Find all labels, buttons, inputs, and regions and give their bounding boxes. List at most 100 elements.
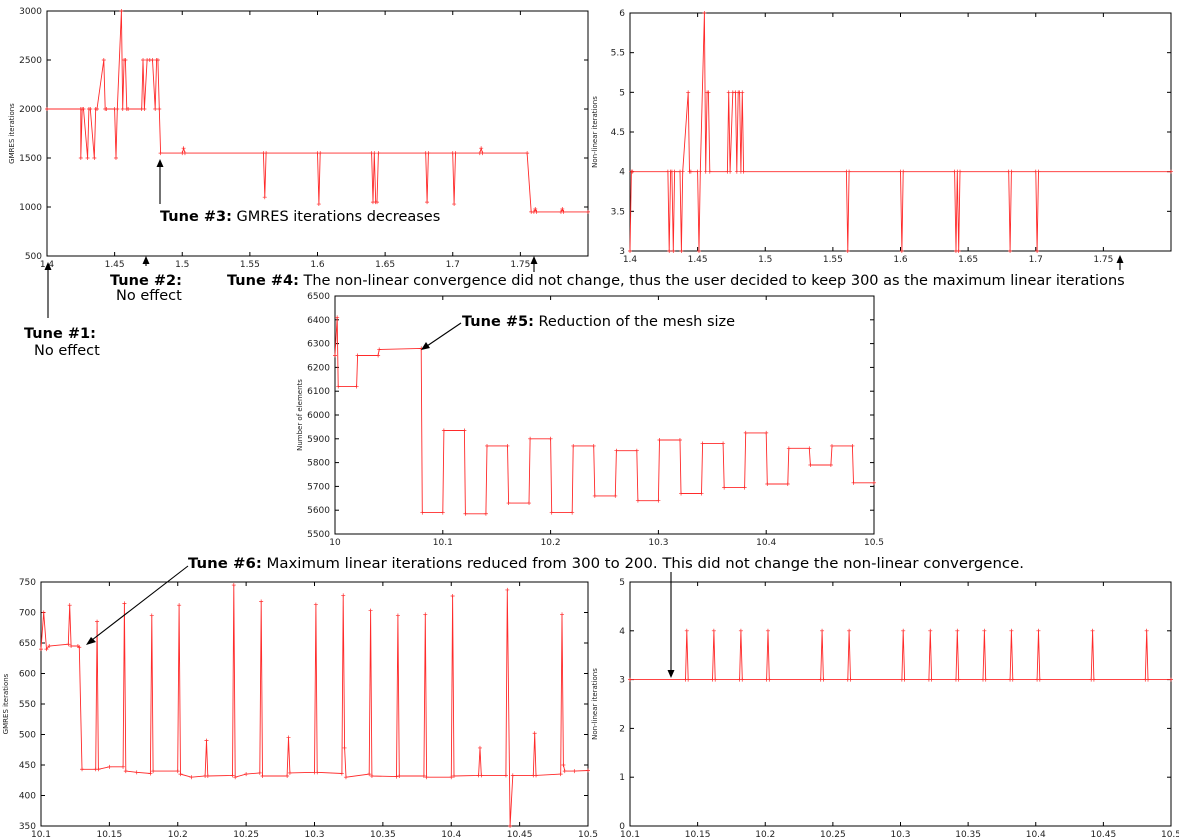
c5-data-point — [767, 678, 771, 682]
c3-ylabel: Number of elements — [296, 379, 304, 451]
tune4-text: The non-linear convergence did not chang… — [299, 273, 1125, 289]
c4-data-point — [561, 763, 565, 767]
c3-data-point — [830, 444, 834, 448]
c1-ytick-label: 3000 — [19, 7, 42, 17]
tune1-text: No effect — [34, 343, 100, 359]
c3-data-point — [527, 501, 531, 505]
c4-data-point — [572, 769, 576, 773]
c5-data-point — [1092, 678, 1096, 682]
c5-data-point — [739, 629, 743, 633]
c3-ytick-label: 6300 — [307, 340, 330, 350]
c1-data-point — [263, 195, 267, 199]
c4-data-point — [150, 614, 154, 618]
c3-data-point — [441, 511, 445, 515]
c2-data-point — [1169, 170, 1173, 174]
c5-ytick-label: 0 — [619, 822, 625, 832]
c5-data-point — [1038, 678, 1042, 682]
c4-data-point — [206, 774, 210, 778]
c1-xtick-label: 1.7 — [446, 260, 460, 270]
c4-data-point — [343, 746, 347, 750]
c2-data-point — [681, 170, 685, 174]
c5-ytick-label: 2 — [619, 724, 625, 734]
c5-data-point — [1091, 629, 1095, 633]
c3-ytick-label: 6100 — [307, 387, 330, 397]
c2-data-point — [686, 90, 690, 94]
c4-data-point — [559, 772, 563, 776]
c3-chart: 10 10.1 10.2 10.3 10.4 10.5 5500 5600 5700 5800 59… — [296, 292, 884, 548]
c4-data-point — [586, 768, 590, 772]
c2-series-line — [630, 13, 1171, 251]
c4-ylabel: GMRES iterations — [2, 673, 10, 734]
c5-data-point — [982, 629, 986, 633]
c4-data-point — [533, 731, 537, 735]
c4-data-point — [563, 769, 567, 773]
c5-data-point — [766, 629, 770, 633]
c1-data-point — [264, 151, 268, 155]
c3-data-point — [355, 384, 359, 388]
c5-data-point — [1146, 678, 1150, 682]
c4-data-point — [341, 593, 345, 597]
c1-ytick-label: 1000 — [19, 203, 42, 213]
c2-chart: 1.4 1.45 1.5 1.55 1.6 1.65 1.7 1.7533.544.555.5… — [591, 9, 1173, 265]
c3-xtick-label: 10 — [329, 538, 341, 548]
c1-xtick-label: 1.65 — [375, 260, 395, 270]
c2-data-point — [702, 11, 706, 15]
c5-data-point — [928, 629, 932, 633]
c5-data-point — [740, 678, 744, 682]
c4-data-point — [285, 774, 289, 778]
c4-ytick-label: 550 — [19, 700, 36, 710]
c3-data-point — [678, 438, 682, 442]
c4-xtick-label: 10.35 — [370, 830, 396, 838]
c4-data-point — [233, 775, 237, 779]
c3-data-point — [852, 481, 856, 485]
c1-xtick-label: 1.55 — [240, 260, 260, 270]
c5-data-point — [686, 678, 690, 682]
c5-ytick-label: 3 — [619, 676, 625, 686]
c5-data-point — [901, 629, 905, 633]
c3-ytick-label: 5800 — [307, 459, 330, 469]
c1-data-point — [376, 151, 380, 155]
c5-plot-frame — [630, 582, 1171, 826]
c4-data-point — [151, 769, 155, 773]
c4-ytick-label: 350 — [19, 822, 36, 832]
c2-xtick-label: 1.4 — [623, 255, 638, 265]
c5-xtick-label: 10.3 — [890, 830, 910, 838]
c3-data-point — [420, 511, 424, 515]
c3-data-point — [700, 492, 704, 496]
c5-data-point — [713, 678, 717, 682]
c3-plot-frame — [335, 296, 874, 534]
c3-ytick-label: 6500 — [307, 292, 330, 302]
c4-data-point — [148, 772, 152, 776]
tune5-arrow — [427, 323, 461, 346]
tune4-arrowhead-a — [531, 256, 538, 264]
c1-xtick-label: 1.75 — [510, 260, 530, 270]
c2-ytick-label: 5 — [619, 88, 625, 98]
c3-data-point — [636, 499, 640, 503]
c3-data-point — [872, 481, 876, 485]
c1-data-point — [426, 151, 430, 155]
c3-data-point — [356, 354, 360, 358]
c4-data-point — [178, 772, 182, 776]
c3-data-point — [787, 446, 791, 450]
c3-data-point — [550, 511, 554, 515]
c3-xtick-label: 10.2 — [541, 538, 561, 548]
c1-data-point — [425, 200, 429, 204]
c2-ytick-label: 5.5 — [611, 49, 625, 59]
c2-data-point — [671, 249, 675, 253]
c4-data-point — [504, 773, 508, 777]
c3-data-point — [808, 463, 812, 467]
c3-data-point — [376, 354, 380, 358]
c4-xtick-label: 10.45 — [507, 830, 533, 838]
c1-data-point — [45, 107, 49, 111]
c1-data-point — [121, 107, 125, 111]
c4-data-point — [107, 765, 111, 769]
c1-series-line — [47, 11, 588, 212]
c2-data-point — [846, 249, 850, 253]
c4-data-point — [505, 588, 509, 592]
c4-plot-frame — [41, 582, 588, 826]
c3-ytick-label: 5900 — [307, 435, 330, 445]
c4-data-point — [258, 771, 262, 775]
c3-data-point — [744, 431, 748, 435]
c2-series-points — [628, 11, 1173, 253]
c3-data-point — [657, 438, 661, 442]
